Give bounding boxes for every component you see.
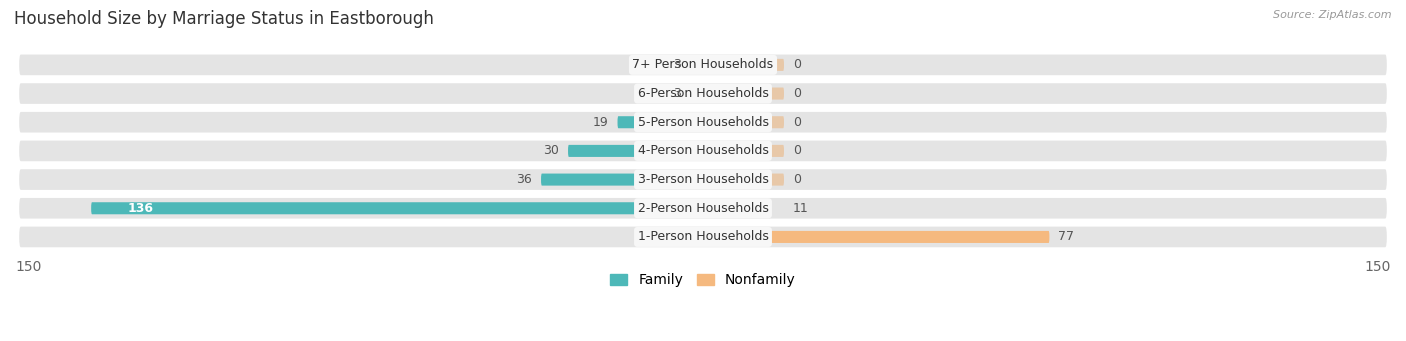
Text: 136: 136 (127, 202, 153, 215)
FancyBboxPatch shape (617, 116, 703, 128)
Text: 19: 19 (593, 116, 609, 129)
Text: 3: 3 (672, 87, 681, 100)
Text: 7+ Person Households: 7+ Person Households (633, 58, 773, 71)
FancyBboxPatch shape (20, 140, 1386, 161)
FancyBboxPatch shape (703, 174, 785, 186)
Text: 6-Person Households: 6-Person Households (637, 87, 769, 100)
Text: 11: 11 (793, 202, 808, 215)
FancyBboxPatch shape (20, 55, 1386, 75)
Text: 0: 0 (793, 87, 801, 100)
Text: 30: 30 (543, 144, 560, 158)
FancyBboxPatch shape (703, 202, 752, 214)
Legend: Family, Nonfamily: Family, Nonfamily (605, 268, 801, 293)
Text: 0: 0 (793, 116, 801, 129)
FancyBboxPatch shape (20, 198, 1386, 219)
FancyBboxPatch shape (703, 145, 785, 157)
Text: 3: 3 (672, 58, 681, 71)
Text: Household Size by Marriage Status in Eastborough: Household Size by Marriage Status in Eas… (14, 10, 434, 28)
Text: 0: 0 (793, 144, 801, 158)
FancyBboxPatch shape (689, 88, 703, 100)
FancyBboxPatch shape (568, 145, 703, 157)
FancyBboxPatch shape (703, 116, 785, 128)
FancyBboxPatch shape (20, 112, 1386, 133)
FancyBboxPatch shape (541, 174, 703, 186)
FancyBboxPatch shape (703, 88, 785, 100)
Text: 1-Person Households: 1-Person Households (637, 231, 769, 243)
Text: 2-Person Households: 2-Person Households (637, 202, 769, 215)
FancyBboxPatch shape (20, 227, 1386, 247)
Text: 0: 0 (793, 173, 801, 186)
FancyBboxPatch shape (20, 169, 1386, 190)
FancyBboxPatch shape (20, 83, 1386, 104)
Text: 3-Person Households: 3-Person Households (637, 173, 769, 186)
FancyBboxPatch shape (703, 231, 1049, 243)
FancyBboxPatch shape (689, 59, 703, 71)
Text: 4-Person Households: 4-Person Households (637, 144, 769, 158)
Text: 36: 36 (516, 173, 531, 186)
FancyBboxPatch shape (621, 231, 703, 243)
Text: 0: 0 (793, 58, 801, 71)
FancyBboxPatch shape (91, 202, 703, 214)
FancyBboxPatch shape (703, 59, 785, 71)
Text: 77: 77 (1059, 231, 1074, 243)
Text: Source: ZipAtlas.com: Source: ZipAtlas.com (1274, 10, 1392, 20)
Text: 5-Person Households: 5-Person Households (637, 116, 769, 129)
